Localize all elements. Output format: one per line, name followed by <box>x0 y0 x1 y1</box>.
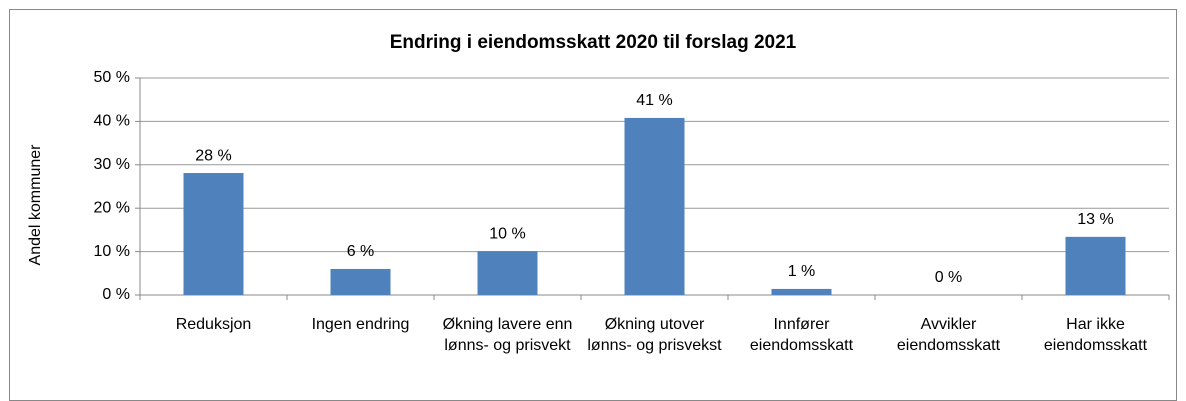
y-tick-label: 0 % <box>102 286 130 303</box>
x-tick-label: Økning utover lønns- og prisvekst <box>587 316 722 354</box>
x-tick-label: Reduksjon <box>175 316 252 333</box>
data-label: 41 % <box>636 92 672 109</box>
y-tick-label: 50 % <box>94 69 130 86</box>
y-axis-label: Andel kommuner <box>27 144 44 266</box>
chart-title: Endring i eiendomsskatt 2020 til forslag… <box>390 32 797 53</box>
bar <box>330 268 391 295</box>
y-tick-label: 40 % <box>94 113 130 130</box>
bar <box>183 173 244 295</box>
x-tick-label: Innfører eiendomsskatt <box>749 316 854 354</box>
y-tick-label: 30 % <box>94 156 130 173</box>
x-tick-label: Har ikke eiendomsskatt <box>1043 316 1148 354</box>
data-label: 13 % <box>1077 211 1113 228</box>
data-label: 0 % <box>935 269 963 286</box>
data-label: 6 % <box>347 243 375 260</box>
bar <box>1065 236 1126 295</box>
bar <box>477 251 538 295</box>
data-label: 28 % <box>195 147 231 164</box>
x-tick-label: Ingen endring <box>311 316 410 333</box>
data-label: 1 % <box>788 263 816 280</box>
x-tick-label: Avvikler eiendomsskatt <box>896 316 1001 354</box>
x-tick-label: Økning lavere enn lønns- og prisvekt <box>442 316 573 354</box>
y-tick-label: 10 % <box>94 243 130 260</box>
bar <box>771 288 832 295</box>
y-tick-label: 20 % <box>94 199 130 216</box>
bar <box>624 117 685 295</box>
data-label: 10 % <box>489 225 525 242</box>
